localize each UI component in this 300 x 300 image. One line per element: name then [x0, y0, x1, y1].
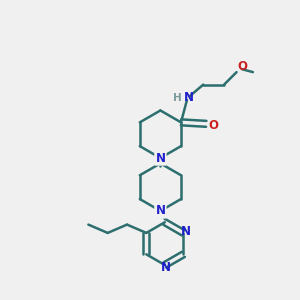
Text: N: N — [155, 204, 165, 218]
Text: N: N — [155, 152, 165, 164]
Text: N: N — [161, 262, 171, 275]
Text: O: O — [237, 60, 247, 73]
Text: N: N — [181, 225, 191, 238]
Text: H: H — [173, 93, 182, 103]
Text: O: O — [209, 119, 219, 132]
Text: N: N — [184, 91, 194, 104]
